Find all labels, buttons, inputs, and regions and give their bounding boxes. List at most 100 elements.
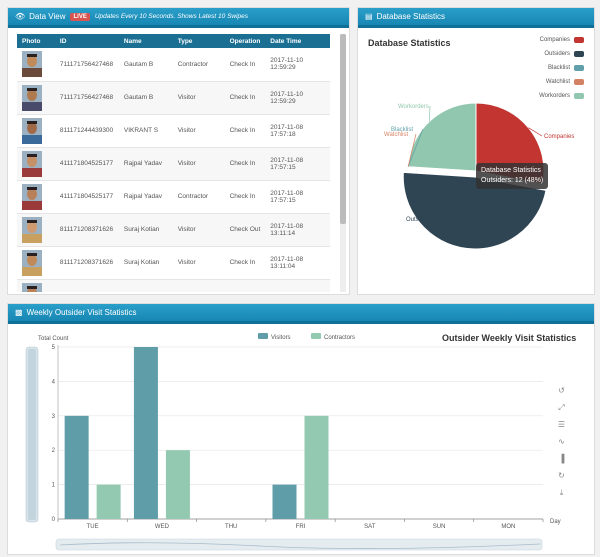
pie-label-line — [528, 127, 543, 137]
legend-label: Workorders — [539, 93, 570, 99]
column-header-name: Name — [118, 34, 173, 48]
data-view-icon[interactable]: ☰ — [557, 420, 566, 429]
table-row[interactable]: 811171244439300 VIKRANT S Visitor Check In 2… — [17, 114, 330, 148]
cell-date: 2017-11-08 — [270, 156, 304, 164]
cell-name: Suraj Kotian — [118, 213, 173, 247]
swipes-table-container[interactable]: Photo ID Name Type Operation Date Time 711171… — [17, 34, 337, 292]
pie-tooltip: Database Statistics Outsiders: 12 (48%) — [476, 163, 549, 189]
person-photo — [22, 84, 42, 111]
pie-chart-title: Database Statistics — [368, 38, 451, 48]
table-row[interactable]: 711171756427468 Gautam B Contractor Check I… — [17, 48, 330, 82]
download-icon[interactable]: ⤓ — [559, 488, 564, 497]
pie-slice-label: Companies — [544, 134, 574, 140]
pie-chart[interactable]: CompaniesOutsidersBlacklistWatchlistWork… — [358, 28, 595, 295]
cell-id: 411171804525177 — [54, 180, 119, 214]
cell-id: 711171756427468 — [54, 81, 119, 115]
legend-swatch — [574, 79, 584, 85]
cell-type: Contractor — [172, 48, 225, 82]
tooltip-value: Outsiders: 12 (48%) — [481, 177, 544, 184]
cell-type: Visitor — [172, 81, 225, 115]
weekly-visits-panel: ▩ Weekly Outsider Visit Statistics Outsi… — [7, 303, 595, 555]
person-photo — [22, 183, 42, 210]
pie-legend-item[interactable]: Blacklist — [548, 65, 584, 71]
pie-legend-item[interactable]: Companies — [540, 37, 584, 43]
cell-name: Gautam B — [118, 81, 173, 115]
pie-slice-label: Blacklist — [391, 127, 413, 133]
pie-legend-item[interactable]: Workorders — [539, 93, 584, 99]
cell-op: Check In — [224, 180, 266, 214]
legend-label: Blacklist — [547, 65, 570, 71]
table-row[interactable]: 411171804525177 Rajpal Yadav Visitor Check … — [17, 147, 330, 181]
cell-type: Visitor — [172, 246, 225, 280]
table-body: 711171756427468 Gautam B Contractor Check I… — [17, 48, 330, 292]
cell-op: Check In — [224, 279, 266, 292]
photo-cell — [17, 279, 55, 292]
cell-date-time: 2017-11-08 17:57:18 — [265, 114, 330, 148]
cell-time: 12:59:29 — [270, 64, 296, 72]
cell-type: Visitor — [172, 279, 225, 292]
cell-id: 811171244439300 — [54, 114, 119, 148]
cell-name: Rajpal Yadav — [118, 147, 173, 181]
pie-legend-item[interactable]: Watchlist — [546, 79, 584, 85]
database-statistics-header: ▤ Database Statistics — [358, 8, 594, 28]
update-note: Updates Every 10 Seconds. Shows Latest 1… — [94, 13, 249, 20]
column-header-date-time: Date Time — [265, 34, 330, 48]
column-header-photo: Photo — [17, 34, 55, 48]
photo-cell — [17, 147, 55, 181]
cell-id: 711171756427468 — [54, 48, 119, 82]
cell-time: 13:11:14 — [270, 229, 296, 237]
cell-type: Contractor — [172, 180, 225, 214]
cell-name: Gautam B — [118, 48, 173, 82]
zoom-icon[interactable]: ⤢ — [558, 403, 565, 412]
cell-name: Suraj Kotian — [118, 279, 173, 292]
cell-time: 17:57:15 — [270, 196, 296, 204]
cell-date: 2017-11-08 — [270, 255, 304, 263]
legend-swatch — [574, 51, 584, 57]
cell-id: 411171804525177 — [54, 147, 119, 181]
pie-slice-workorders[interactable] — [407, 102, 477, 172]
person-photo — [22, 117, 42, 144]
cell-time: 12:59:29 — [270, 97, 296, 105]
cell-type: Visitor — [172, 114, 225, 148]
legend-swatch — [574, 65, 584, 71]
pie-label-line — [407, 128, 424, 167]
database-statistics-title: Database Statistics — [376, 12, 446, 21]
photo-cell — [17, 81, 55, 115]
cell-type: Visitor — [172, 213, 225, 247]
scrollbar-thumb[interactable] — [340, 34, 346, 224]
line-switch-icon[interactable]: ∿ — [558, 437, 565, 446]
bar-chart-icon: ▩ — [15, 308, 23, 317]
cell-name: VIKRANT S — [118, 114, 173, 148]
pie-label-line — [437, 218, 468, 239]
pie-slice-label: Watchlist — [384, 132, 408, 138]
cell-date-time: 2017-11-08 17:57:15 — [265, 147, 330, 181]
legend-swatch — [574, 93, 584, 99]
cell-id: 811171208371626 — [54, 213, 119, 247]
refresh-icon[interactable]: ↻ — [558, 471, 565, 480]
table-row[interactable]: 711171756427468 Gautam B Visitor Check In 20… — [17, 81, 330, 115]
cell-date: 2017-11-10 — [270, 90, 304, 98]
cell-id: 811171208371626 — [54, 246, 119, 280]
table-scrollbar[interactable] — [340, 34, 346, 292]
cell-op: Check In — [224, 147, 266, 181]
column-header-type: Type — [172, 34, 225, 48]
person-photo — [22, 51, 42, 78]
weekly-visits-header: ▩ Weekly Outsider Visit Statistics — [8, 304, 594, 324]
cell-op: Check In — [224, 114, 266, 148]
bar-switch-icon[interactable]: ▐ — [558, 454, 565, 463]
photo-cell — [17, 213, 55, 247]
cell-time: 17:57:18 — [270, 130, 296, 138]
table-row[interactable]: 411171804525177 Rajpal Yadav Contractor Che… — [17, 180, 330, 214]
restore-icon[interactable]: ↺ — [558, 386, 565, 395]
cell-date-time: 2017-11-10 12:59:29 — [265, 48, 330, 82]
pie-slice-outsiders[interactable] — [402, 171, 547, 250]
pie-legend-item[interactable]: Outsiders — [544, 51, 584, 57]
swipes-table: Photo ID Name Type Operation Date Time 711171… — [17, 34, 330, 292]
cell-id: 811171208371626 — [54, 279, 119, 292]
database-statistics-panel: ▤ Database Statistics Database Statistic… — [357, 7, 595, 295]
legend-swatch — [574, 37, 584, 43]
cell-time: 13:11:04 — [270, 262, 296, 270]
